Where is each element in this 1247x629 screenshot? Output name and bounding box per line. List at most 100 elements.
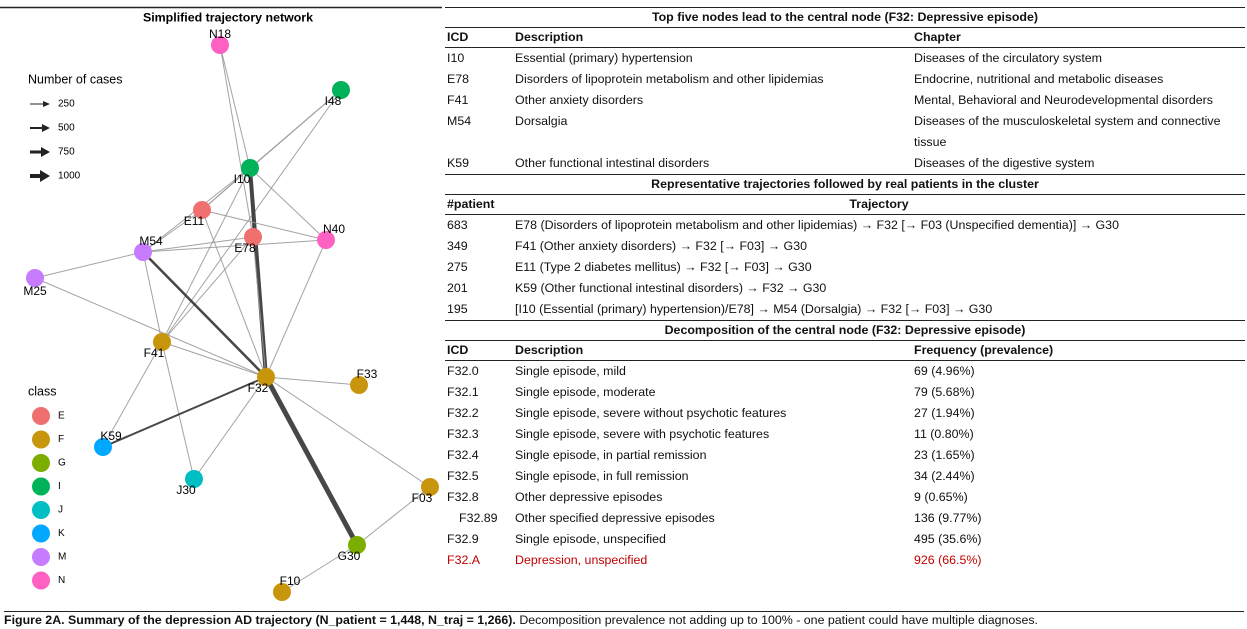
node-label: I10	[234, 172, 251, 186]
table-cell: Mental, Behavioral and Neurodevelopmenta…	[914, 93, 1213, 107]
table-row: 349 F41 (Other anxiety disorders) → F32 […	[445, 236, 1245, 257]
node-label: M25	[23, 284, 47, 298]
table-cell: M54	[447, 114, 472, 128]
edge	[34, 251, 144, 279]
edges	[34, 44, 431, 593]
table-cell: Single episode, mild	[515, 364, 626, 378]
network-diagram: Simplified trajectory network Number of …	[0, 6, 442, 601]
table-cell: Single episode, moderate	[515, 385, 656, 399]
table-row: 683 E78 (Disorders of lipoprotein metabol…	[445, 215, 1245, 237]
table-cell: 201	[447, 281, 468, 295]
table-row: E78 Disorders of lipoprotein metabolism a…	[445, 69, 1245, 90]
node	[134, 243, 152, 261]
edge	[356, 486, 431, 546]
table-cell: 349	[447, 239, 468, 253]
network-title: Simplified trajectory network	[143, 10, 313, 24]
node	[421, 478, 439, 496]
table-title: Representative trajectories followed by …	[445, 174, 1245, 195]
table-row: F32.3 Single episode, severe with psychot…	[445, 424, 1245, 445]
node-label: K59	[100, 429, 122, 443]
node-label: I48	[325, 94, 342, 108]
node	[211, 36, 229, 54]
node	[193, 201, 211, 219]
table-cell: F32.89	[459, 511, 498, 525]
legend-arrow-head	[42, 124, 50, 132]
edge	[142, 209, 203, 253]
edge	[142, 251, 267, 378]
legend-width-label: 250	[58, 99, 75, 110]
table-cell: Other anxiety disorders	[515, 93, 644, 107]
table-cell: I10	[447, 51, 465, 65]
edge	[102, 376, 267, 448]
table-cell: F32.5	[447, 469, 479, 483]
top-nodes-table: Top five nodes lead to the central node …	[445, 7, 1245, 174]
class-swatch	[32, 454, 50, 472]
table-cell: F32.9	[447, 532, 479, 546]
class-label: J	[58, 505, 63, 516]
table-cell: Diseases of the circulatory system	[914, 51, 1102, 65]
edge	[161, 341, 267, 378]
table-cell: 926 (66.5%)	[914, 553, 982, 567]
table-cell: Diseases of the musculoskeletal system a…	[914, 114, 1221, 149]
class-swatch	[32, 430, 50, 449]
table-cell: Depression, unspecified	[515, 553, 648, 567]
node	[94, 438, 112, 456]
table-cell: F41	[447, 93, 469, 107]
table-row: F41 Other anxiety disorders Mental, Behavi…	[445, 90, 1245, 111]
legend-arrow-head	[43, 101, 50, 107]
edge	[219, 44, 251, 169]
node	[273, 583, 291, 601]
table-cell: F32.1	[447, 385, 479, 399]
node-label: F03	[412, 491, 433, 505]
table-row: I10 Essential (primary) hypertension Disea…	[445, 48, 1245, 70]
node	[332, 81, 350, 99]
class-title: class	[28, 384, 56, 398]
column-header: Description	[513, 340, 912, 361]
edge	[252, 236, 267, 378]
table-title-row: Top five nodes lead to the central node …	[445, 7, 1245, 28]
node-label: F41	[144, 346, 165, 360]
table-cell: 27 (1.94%)	[914, 406, 975, 420]
table-row: K59 Other functional intestinal disorders…	[445, 153, 1245, 174]
table-cell: K59	[447, 156, 470, 170]
table-cell: 9 (0.65%)	[914, 490, 968, 504]
table-cell: 136 (9.77%)	[914, 511, 982, 525]
table-cell: Dorsalgia	[515, 114, 568, 128]
table-cell: Single episode, severe without psychotic…	[515, 406, 787, 420]
class-swatch	[32, 548, 50, 566]
table-header-row: #patient Trajectory	[445, 194, 1245, 215]
class-label: I	[58, 481, 61, 492]
column-header: #patient	[445, 194, 513, 215]
table-cell: Diseases of the digestive system	[914, 156, 1095, 170]
table-row: M54 Dorsalgia Diseases of the musculoskele…	[445, 111, 1245, 153]
column-header: ICD	[445, 340, 513, 361]
caption-bold: Figure 2A. Summary of the depression AD …	[4, 613, 516, 627]
table-header-row: ICD Description Frequency (prevalence)	[445, 340, 1245, 361]
legend-width-label: 1000	[58, 171, 81, 182]
trajectories-table: Representative trajectories followed by …	[445, 174, 1245, 320]
class-swatch	[32, 407, 50, 425]
legend-width-label: 750	[58, 147, 75, 158]
node-label: J30	[176, 483, 196, 497]
table-cell: F32.2	[447, 406, 479, 420]
node	[350, 376, 368, 394]
edge	[249, 89, 342, 169]
table-row: F32.A Depression, unspecified 926 (66.5%)	[445, 550, 1245, 571]
table-cell: 69 (4.96%)	[914, 364, 975, 378]
table-cell: Other functional intestinal disorders	[515, 156, 710, 170]
node-label: M54	[139, 234, 163, 248]
node-label: G30	[338, 549, 361, 563]
class-label: E	[58, 411, 65, 422]
column-header: Trajectory	[513, 194, 1245, 215]
table-title-row: Representative trajectories followed by …	[445, 174, 1245, 195]
node-label: F10	[280, 574, 301, 588]
table-cell: Other specified depressive episodes	[515, 511, 715, 525]
edge	[248, 167, 268, 378]
edge	[142, 239, 327, 253]
node	[348, 536, 366, 554]
table-header-row: ICD Description Chapter	[445, 27, 1245, 48]
table-cell: Other depressive episodes	[515, 490, 663, 504]
table-cell: Essential (primary) hypertension	[515, 51, 693, 65]
edge	[102, 341, 163, 448]
